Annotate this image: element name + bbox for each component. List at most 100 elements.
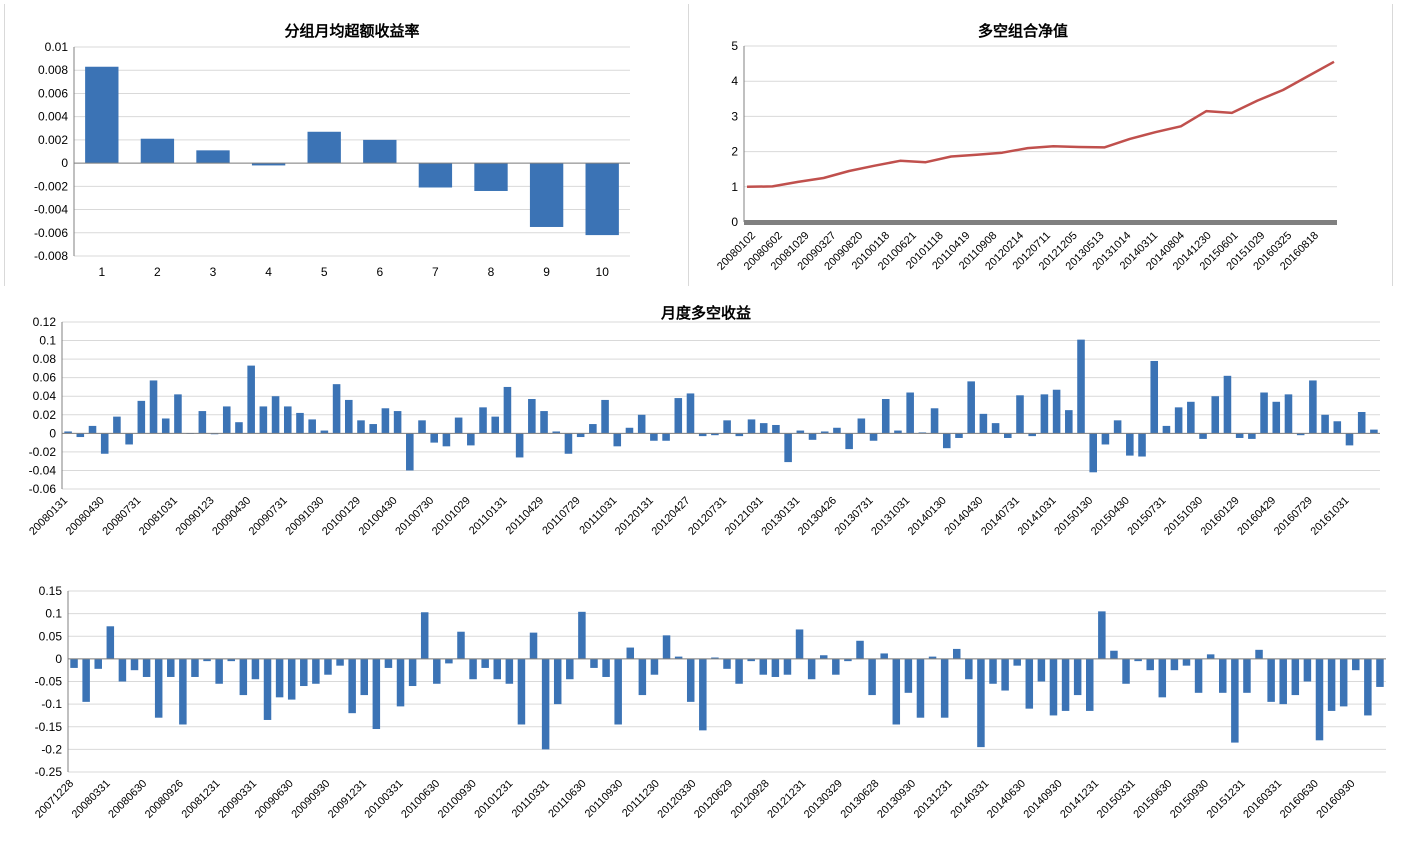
x-tick-label: 8	[488, 265, 495, 279]
bar	[952, 648, 961, 659]
x-tick-label: 3	[210, 265, 217, 279]
x-tick-label: 20150731	[1125, 495, 1168, 538]
bar	[125, 433, 133, 445]
bar	[1357, 411, 1366, 434]
bar	[433, 658, 441, 684]
y-tick-label: -0.006	[34, 226, 68, 240]
bar	[137, 400, 146, 434]
long-short-nav-chart: 多空组合净值 0 1 2 3 4 5 20080102 20080602 20081029 2009…	[690, 6, 1390, 286]
bar	[857, 418, 866, 434]
bar	[553, 658, 562, 705]
bar	[1004, 433, 1012, 438]
x-tick-label: 20151231	[1205, 778, 1248, 821]
x-tick-label: 20160331	[1241, 778, 1284, 821]
bar	[393, 411, 402, 434]
bar	[601, 399, 609, 434]
y-tick-label: 0.08	[33, 352, 57, 366]
bar	[783, 658, 792, 675]
bar	[796, 430, 805, 434]
bar	[625, 427, 634, 434]
bar	[989, 658, 997, 684]
bar	[662, 635, 671, 659]
bar	[336, 658, 344, 666]
bar	[759, 658, 768, 675]
bar	[406, 433, 414, 471]
x-tick-label: 9	[543, 265, 550, 279]
bar	[1073, 658, 1082, 696]
x-tick-label: 20100129	[320, 495, 363, 538]
y-tick-label: 0.004	[38, 110, 68, 124]
bar	[418, 420, 426, 434]
bar	[1065, 410, 1073, 434]
bar	[1052, 389, 1061, 434]
bar	[808, 433, 817, 440]
x-tick-label: 20150930	[1168, 778, 1211, 821]
bar	[94, 658, 102, 669]
bar	[140, 138, 175, 164]
x-tick-label: 20160729	[1272, 495, 1315, 538]
x-tick-label: 20091231	[326, 778, 369, 821]
bar	[723, 420, 731, 434]
x-tick-label: 20160930	[1314, 778, 1357, 821]
y-tick-label: -0.002	[34, 179, 68, 193]
x-tick-label: 20101029	[430, 495, 473, 538]
bar	[1174, 407, 1183, 434]
bar	[662, 433, 670, 441]
bar	[1113, 420, 1122, 434]
x-tick-label: 1	[98, 265, 105, 279]
bar	[85, 66, 119, 164]
bar	[1235, 433, 1244, 438]
bar	[930, 408, 939, 434]
bar	[149, 380, 158, 434]
bar	[418, 163, 453, 188]
bar	[1122, 658, 1130, 684]
bar	[271, 396, 280, 434]
x-tick-label: 20130426	[796, 495, 839, 538]
x-tick-label: 20081031	[137, 495, 180, 538]
bar	[215, 658, 223, 684]
x-tick-label: 20100730	[393, 495, 436, 538]
bar	[1187, 401, 1195, 434]
bar	[372, 658, 381, 730]
bar	[940, 658, 949, 718]
x-tick-label: 20100630	[399, 778, 442, 821]
bar	[222, 406, 231, 434]
x-tick-label: 20130628	[839, 778, 882, 821]
bar	[650, 433, 658, 441]
bar	[833, 427, 841, 434]
bar	[868, 658, 876, 696]
x-tick-label: 20080430	[64, 495, 107, 538]
y-tick-label: -0.02	[29, 445, 57, 459]
bar	[650, 658, 659, 675]
bar	[735, 658, 743, 684]
x-tick-label: 20080731	[100, 495, 143, 538]
bar	[1279, 658, 1287, 705]
chart-title: 多空组合净值	[978, 22, 1068, 40]
y-tick-label: 0.008	[38, 63, 68, 77]
bar	[196, 150, 230, 164]
bar	[1206, 654, 1215, 659]
bar	[1182, 658, 1191, 666]
bar	[1098, 611, 1106, 659]
bar	[1028, 433, 1036, 437]
bar	[1126, 433, 1134, 456]
bar	[430, 433, 438, 443]
bar	[113, 416, 121, 434]
bar	[578, 611, 586, 659]
x-tick-label: 20150130	[1052, 495, 1095, 538]
x-tick-label: 20120427	[650, 495, 693, 538]
bar	[626, 647, 635, 659]
x-tick-label: 20080926	[143, 778, 186, 821]
x-tick-label: 20160429	[1235, 495, 1278, 538]
bar	[614, 658, 622, 725]
x-tick-label: 20101231	[472, 778, 515, 821]
bar	[772, 424, 780, 434]
bar	[1284, 394, 1293, 434]
quarterly-return-chart: 0.15 0.1 0.05 0 -0.05 -0.1 -0.15 -0.2 -0.25 20071…	[0, 570, 1407, 849]
bar	[602, 658, 610, 677]
bar	[1211, 396, 1220, 434]
bar	[1199, 433, 1207, 439]
group-excess-return-svg: 分组月均超额收益率 0.01 0.008 0.006 0.004 0.002 0 -0.002…	[34, 22, 630, 279]
bar	[674, 398, 683, 434]
bar	[529, 632, 538, 659]
